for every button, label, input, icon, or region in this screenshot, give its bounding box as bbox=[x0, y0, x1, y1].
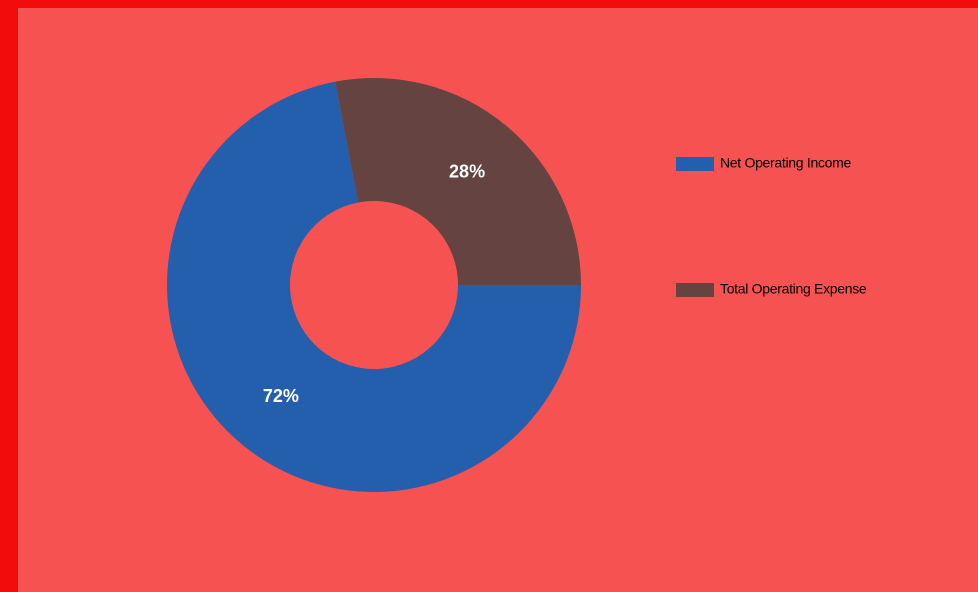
chart: 72% 28% Net Operating Income Total Operatin… bbox=[18, 8, 978, 592]
donut-slice bbox=[166, 81, 581, 493]
legend-label: Total Operating Expense bbox=[720, 281, 867, 297]
legend-swatch bbox=[676, 157, 714, 171]
slice-label: 72% bbox=[263, 386, 299, 406]
legend-label: Net Operating Income bbox=[720, 155, 851, 171]
donut-slice bbox=[335, 78, 581, 285]
slice-label: 28% bbox=[449, 161, 485, 181]
legend-swatch bbox=[676, 283, 714, 297]
